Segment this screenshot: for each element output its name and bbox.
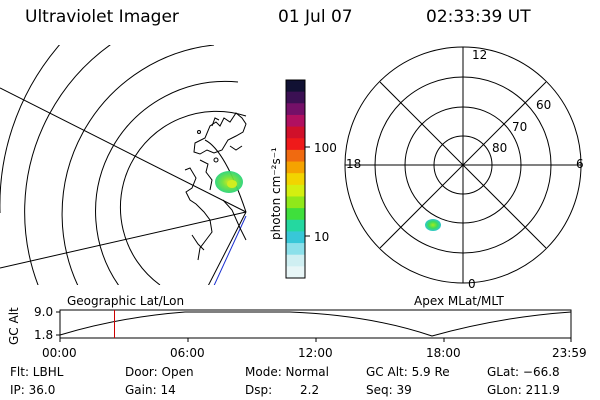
colorbar-stripe [286, 266, 305, 279]
door-status: Door: Open [125, 365, 194, 379]
coastline-island [197, 130, 201, 134]
colorbar-stripe [286, 138, 305, 151]
time-label: 02:33:39 UT [426, 7, 531, 27]
coastline [184, 167, 213, 261]
colorbar-tick-10: 10 [314, 230, 330, 244]
mlat-label-80: 80 [492, 141, 508, 155]
altitude-ylabel: GC Alt [7, 307, 21, 345]
colorbar-frame [285, 79, 306, 279]
polar-plot [344, 46, 582, 284]
colorbar-tick-100: 100 [314, 141, 337, 155]
polar-diagonal [379, 81, 547, 249]
coastline [191, 234, 205, 251]
lat-circle [24, 45, 111, 285]
glon-status: GLon: 211.9 [487, 383, 560, 397]
meridian-line [208, 211, 247, 285]
altitude-frame [59, 309, 572, 339]
altitude-ymin: 1.8 [34, 328, 54, 342]
filter-status: Flt: LBHL [10, 365, 64, 379]
meridian-line [204, 139, 247, 213]
instrument-title: Ultraviolet Imager [25, 7, 179, 27]
coastline-island [213, 157, 219, 163]
polar-aurora-spot [425, 219, 441, 231]
colorbar-stripe [286, 208, 305, 221]
date-label: 01 Jul 07 [278, 7, 353, 27]
geographic-map [0, 45, 247, 285]
colorbar-stripe [286, 219, 305, 233]
colorbar-stripe [286, 196, 305, 209]
mlt-label-0: 0 [468, 277, 476, 291]
colorbar-unit-label: photon cm⁻²s⁻¹ [269, 147, 283, 240]
gain-status: Gain: 14 [125, 383, 176, 397]
lat-circle [95, 80, 239, 285]
apex-label: Apex MLat/MLT [414, 294, 504, 308]
dsp-value: 2.2 [300, 383, 320, 397]
mlt-label-12: 12 [472, 48, 488, 62]
colorbar [285, 79, 310, 279]
meridian-line [0, 211, 247, 269]
x-tick-label: 18:00 [426, 346, 461, 360]
colorbar-stripe [286, 184, 305, 198]
terminator-line [213, 215, 247, 285]
coastline [199, 159, 213, 191]
altitude-ymax: 9.0 [34, 305, 54, 319]
colorbar-stripe [286, 80, 305, 93]
x-tick-label: 12:00 [298, 346, 333, 360]
lat-circle [0, 45, 61, 213]
x-tick-label: 23:59 [552, 346, 587, 360]
mlt-label-18: 18 [346, 157, 362, 171]
colorbar-stripe [286, 149, 305, 163]
colorbar-stripe [286, 173, 305, 186]
colorbar-stripe [286, 103, 305, 116]
mlat-label-60: 60 [536, 98, 552, 112]
colorbar-stripe [286, 161, 305, 174]
coastline [229, 145, 243, 151]
glat-status: GLat: −66.8 [487, 365, 560, 379]
lat-circle [119, 110, 247, 285]
altitude-curve [59, 311, 572, 337]
coastline [193, 112, 247, 155]
x-tick-label: 00:00 [42, 346, 77, 360]
mlat-label-70: 70 [512, 120, 528, 134]
meridian-line [0, 87, 247, 213]
colorbar-stripe [286, 91, 305, 104]
mlt-label-6: 6 [576, 157, 584, 171]
lat-circle [61, 45, 215, 285]
coastline [222, 199, 247, 241]
altitude-strip [56, 309, 572, 342]
colorbar-stripe [286, 243, 305, 256]
ip-status: IP: 36.0 [10, 383, 56, 397]
colorbar-stripe [286, 126, 305, 139]
seq-status: Seq: 39 [366, 383, 412, 397]
geographic-label: Geographic Lat/Lon [67, 294, 185, 308]
gc-alt-status: GC Alt: 5.9 Re [366, 365, 450, 379]
dsp-label: Dsp: [245, 383, 273, 397]
colorbar-stripe [286, 114, 305, 128]
x-tick-label: 06:00 [170, 346, 205, 360]
coastline [211, 117, 220, 127]
aurora-emission-core [227, 180, 237, 188]
mode-status: Mode: Normal [245, 365, 329, 379]
colorbar-stripe [286, 254, 305, 267]
colorbar-stripe [286, 231, 305, 244]
